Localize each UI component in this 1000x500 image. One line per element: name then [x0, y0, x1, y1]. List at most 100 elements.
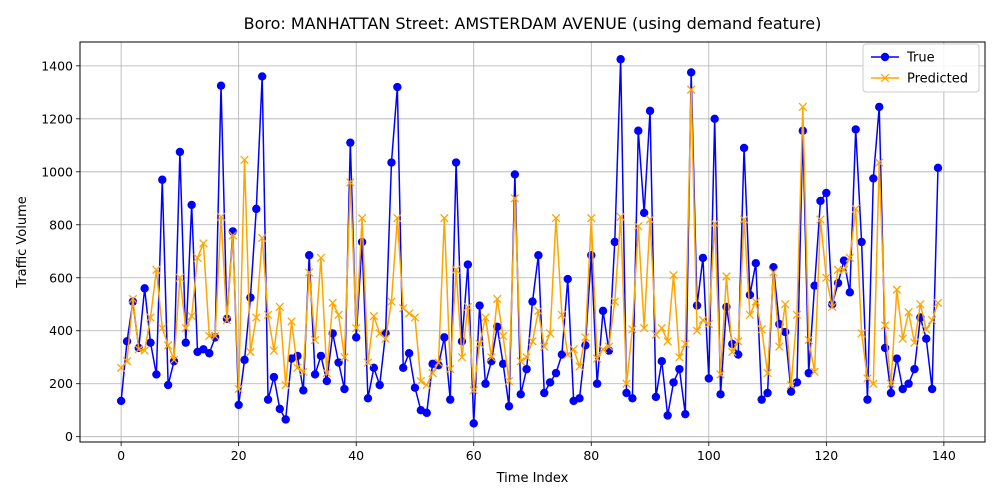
data-point-predicted [304, 268, 314, 277]
data-point-predicted [539, 342, 549, 351]
data-point-true [733, 350, 743, 359]
data-point-true [146, 338, 155, 347]
data-point-predicted [710, 219, 719, 228]
data-point-predicted [234, 384, 243, 394]
data-point-true [216, 81, 226, 90]
data-point-true [451, 158, 461, 167]
data-point-predicted [692, 326, 702, 336]
data-point-true [927, 384, 937, 394]
data-point-true [904, 379, 913, 388]
data-point-true [399, 363, 408, 373]
data-point-predicted [822, 273, 831, 283]
x-tick-label: 140 [932, 448, 956, 463]
data-point-true [616, 55, 625, 64]
data-point-true [545, 378, 555, 387]
data-point-true [792, 378, 802, 387]
data-point-true [116, 396, 126, 406]
chart-title: Boro: MANHATTAN Street: AMSTERDAM AVENUE… [244, 14, 822, 33]
data-point-true [698, 253, 708, 263]
data-point-true [710, 114, 719, 124]
data-point-predicted [857, 329, 866, 338]
data-point-true [610, 237, 619, 247]
data-point-true [163, 380, 173, 390]
data-point-predicted [287, 317, 296, 326]
data-point-true [510, 170, 520, 179]
data-point-true [257, 72, 267, 81]
data-point-predicted [369, 311, 379, 321]
data-point-predicted [634, 221, 643, 231]
data-point-predicted [510, 194, 520, 203]
data-point-predicted [880, 321, 890, 330]
data-point-true [528, 297, 537, 306]
data-point-true [681, 409, 690, 419]
data-point-true [404, 349, 414, 358]
data-point-true [763, 388, 772, 398]
data-point-predicted [293, 363, 302, 373]
data-point-predicted [445, 364, 455, 374]
data-point-true [816, 196, 825, 206]
data-point-true [534, 251, 543, 260]
data-point-predicted [504, 376, 514, 386]
data-point-true [293, 351, 302, 361]
axis-ticks: 0 20 40 60 80 100 120 1400200400600800100012001… [41, 58, 956, 463]
data-point-predicted [346, 178, 355, 187]
data-point-predicted [175, 273, 185, 283]
data-point-predicted [804, 335, 813, 345]
data-point-predicted [739, 215, 749, 224]
data-point-predicted [910, 338, 919, 347]
data-point-true [540, 388, 549, 398]
data-point-true [246, 293, 255, 302]
data-point-true [275, 404, 285, 414]
data-point-true [522, 364, 531, 374]
data-point-predicted [240, 155, 249, 165]
data-point-predicted [569, 345, 578, 354]
data-point-true [875, 102, 884, 112]
legend-box [862, 43, 980, 93]
data-point-predicted [416, 376, 426, 386]
data-point-true [886, 388, 896, 398]
data-point-true [269, 372, 279, 382]
legend-marker [880, 73, 890, 83]
data-point-true [158, 175, 167, 184]
data-point-predicted [598, 345, 608, 354]
data-point-true [839, 256, 849, 265]
series-true [116, 55, 943, 428]
data-point-predicted [257, 233, 267, 243]
series-layer [116, 55, 943, 428]
y-tick-label: 600 [49, 270, 73, 285]
data-point-predicted [122, 356, 132, 366]
data-point-true [704, 374, 713, 383]
data-point-predicted [492, 294, 502, 304]
data-point-true [675, 364, 684, 374]
data-point-predicted [645, 215, 655, 224]
data-point-true [475, 301, 484, 310]
data-point-true [922, 334, 931, 343]
data-point-predicted [434, 358, 443, 367]
data-point-true [487, 357, 496, 366]
data-point-true [469, 419, 478, 428]
data-point-predicted [340, 352, 349, 362]
data-point-predicted [769, 268, 778, 277]
data-point-true [645, 106, 655, 116]
data-point-true [634, 126, 643, 135]
data-point-predicted [722, 272, 731, 281]
data-point-predicted [381, 334, 390, 343]
data-point-predicted [187, 311, 196, 321]
data-point-true [410, 383, 420, 392]
data-point-true [557, 350, 567, 359]
data-point-true [716, 390, 725, 399]
data-point-true [228, 227, 237, 236]
data-point-predicted [263, 310, 273, 320]
x-axis-title: Time Index [496, 471, 569, 486]
x-tick-label: 0 [117, 448, 125, 463]
x-tick-label: 40 [348, 448, 364, 463]
data-point-true [657, 357, 666, 366]
data-point-true [299, 386, 308, 395]
data-point-true [205, 349, 214, 358]
data-point-predicted [628, 325, 637, 334]
data-point-true [651, 392, 661, 402]
data-point-predicted [775, 342, 784, 351]
data-point-predicted [663, 337, 672, 346]
data-point-true [316, 351, 326, 361]
